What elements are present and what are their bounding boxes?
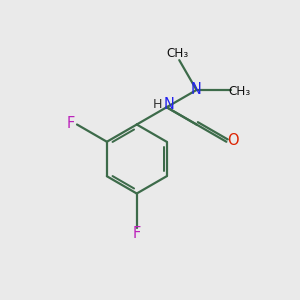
Text: CH₃: CH₃ [228,85,250,98]
Text: F: F [133,226,141,242]
Text: O: O [227,133,239,148]
Text: N: N [164,97,175,112]
Text: CH₃: CH₃ [167,47,189,60]
Text: N: N [191,82,202,98]
Text: F: F [67,116,75,131]
Text: H: H [153,98,162,111]
